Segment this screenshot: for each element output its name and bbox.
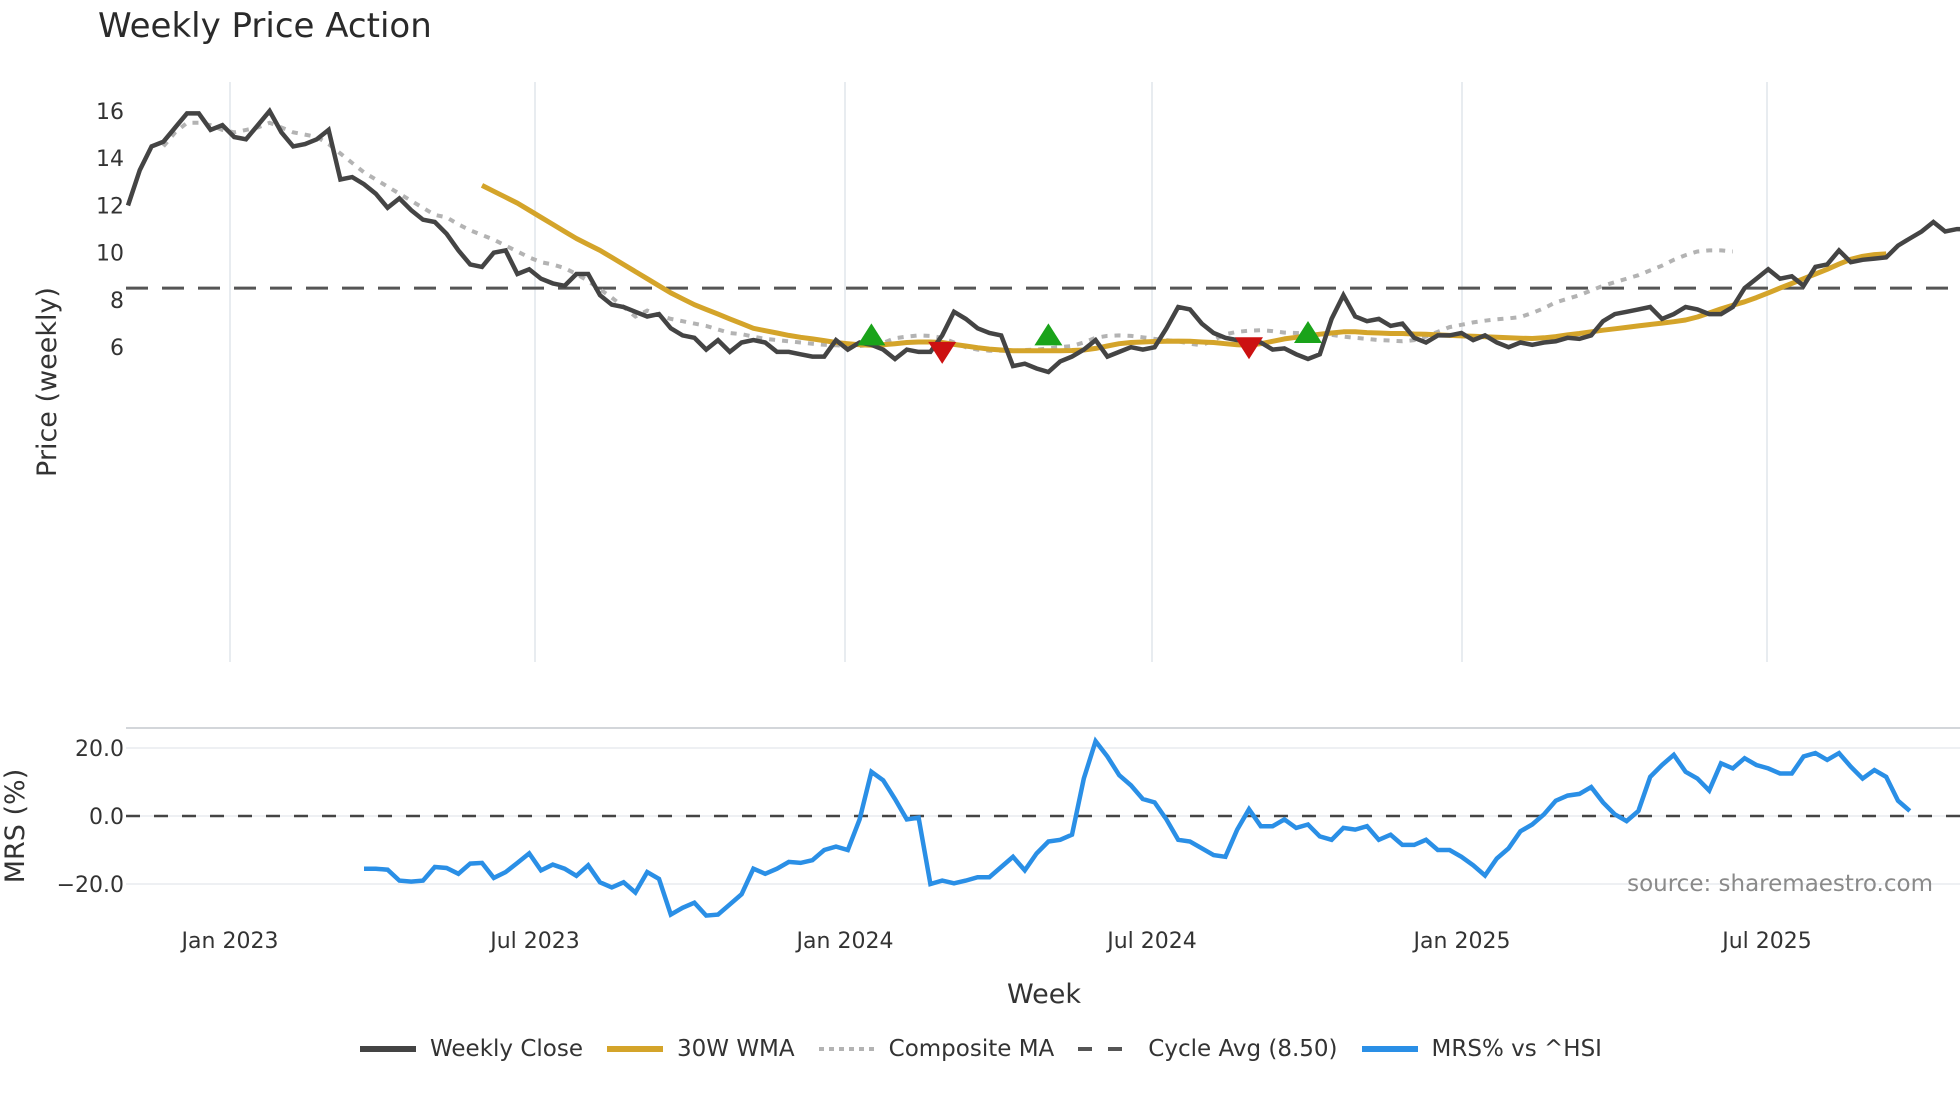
x-tick-label: Jul 2024 bbox=[1105, 929, 1197, 954]
legend-label: 30W WMA bbox=[677, 1036, 795, 1062]
legend-label: MRS% vs ^HSI bbox=[1431, 1036, 1602, 1062]
price-tick-label: 10 bbox=[96, 242, 124, 267]
legend-swatch-icon bbox=[360, 1046, 417, 1052]
price-tick-label: 6 bbox=[110, 336, 124, 361]
legend-item-weekly-close[interactable]: Weekly Close bbox=[358, 1036, 583, 1062]
legend-label: Weekly Close bbox=[430, 1036, 583, 1062]
signal-markers bbox=[857, 321, 1322, 364]
price-y-axis: 16 14 12 10 8 6 bbox=[96, 100, 124, 361]
legend-swatch-icon bbox=[818, 1047, 875, 1051]
legend-label: Cycle Avg (8.50) bbox=[1148, 1036, 1338, 1062]
mrs-y-axis: 20.0 0.0 −20.0 bbox=[57, 737, 124, 898]
legend: Weekly Close 30W WMA Composite MA Cycle Avg… bbox=[0, 1036, 1960, 1062]
chart-title: Weekly Price Action bbox=[98, 6, 432, 46]
source-label: source: sharemaestro.com bbox=[1627, 871, 1933, 897]
mrs-tick-label: 0.0 bbox=[89, 805, 124, 830]
sell-signal-down-triangle-icon bbox=[1235, 337, 1263, 360]
x-axis: Jan 2023 Jul 2023 Jan 2024 Jul 2024 Jan 2025… bbox=[180, 929, 1812, 954]
price-tick-label: 16 bbox=[96, 100, 124, 125]
weekly-close-line bbox=[125, 107, 1960, 375]
legend-item-wma[interactable]: 30W WMA bbox=[605, 1036, 795, 1062]
legend-item-mrs[interactable]: MRS% vs ^HSI bbox=[1360, 1036, 1602, 1062]
grid bbox=[126, 82, 1960, 885]
mrs-line bbox=[364, 736, 1912, 918]
buy-signal-up-triangle-icon bbox=[857, 323, 886, 346]
legend-item-composite[interactable]: Composite MA bbox=[817, 1036, 1055, 1062]
sell-signal-down-triangle-icon bbox=[928, 341, 957, 364]
wma-line bbox=[480, 183, 1887, 354]
price-tick-label: 14 bbox=[96, 147, 124, 172]
x-tick-label: Jan 2024 bbox=[795, 929, 894, 954]
legend-swatch-icon bbox=[1078, 1047, 1135, 1051]
x-tick-label: Jul 2023 bbox=[488, 929, 580, 954]
composite-ma-line bbox=[161, 120, 1733, 353]
mrs-tick-label: 20.0 bbox=[75, 737, 124, 762]
legend-label: Composite MA bbox=[888, 1036, 1055, 1062]
price-tick-label: 12 bbox=[96, 194, 124, 219]
price-y-axis-title: Price (weekly) bbox=[32, 287, 63, 477]
price-tick-label: 8 bbox=[110, 289, 124, 314]
mrs-tick-label: −20.0 bbox=[57, 873, 124, 898]
x-tick-label: Jan 2023 bbox=[180, 929, 279, 954]
buy-signal-up-triangle-icon bbox=[1034, 323, 1063, 346]
legend-swatch-icon bbox=[1361, 1046, 1418, 1052]
mrs-y-axis-title: MRS (%) bbox=[0, 769, 31, 884]
legend-swatch-icon bbox=[607, 1046, 663, 1052]
x-axis-title: Week bbox=[1007, 979, 1081, 1010]
x-tick-label: Jul 2025 bbox=[1720, 929, 1812, 954]
legend-item-cycle-avg[interactable]: Cycle Avg (8.50) bbox=[1076, 1036, 1338, 1062]
x-tick-label: Jan 2025 bbox=[1412, 929, 1511, 954]
buy-signal-up-triangle-icon bbox=[1294, 321, 1322, 344]
